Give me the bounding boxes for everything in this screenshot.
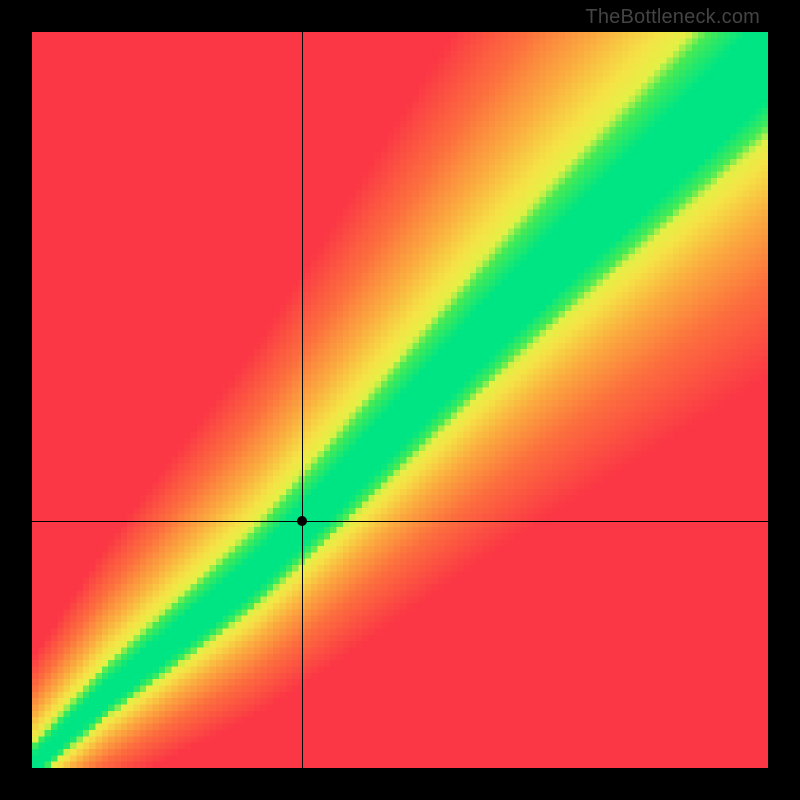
crosshair-horizontal <box>32 521 768 522</box>
attribution-text: TheBottleneck.com <box>585 6 760 29</box>
plot-area <box>32 32 768 768</box>
data-point-marker <box>297 516 307 526</box>
crosshair-vertical <box>302 32 303 768</box>
heatmap-canvas <box>32 32 768 768</box>
